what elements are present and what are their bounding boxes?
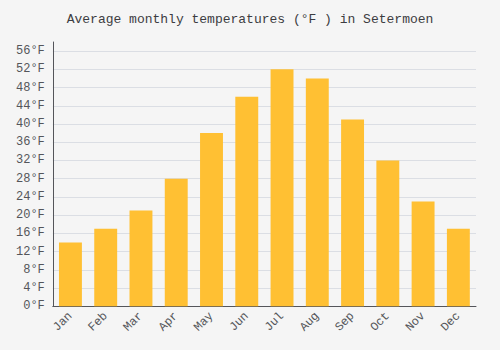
svg-text:Jun: Jun (227, 309, 252, 334)
svg-text:Dec: Dec (438, 309, 463, 334)
svg-text:56°F: 56°F (16, 44, 45, 58)
svg-text:48°F: 48°F (16, 81, 45, 95)
svg-text:Aug: Aug (297, 309, 322, 334)
svg-text:52°F: 52°F (16, 62, 45, 76)
svg-text:16°F: 16°F (16, 226, 45, 240)
svg-text:Mar: Mar (121, 309, 146, 334)
svg-text:8°F: 8°F (23, 263, 45, 277)
svg-text:Jul: Jul (262, 309, 287, 334)
svg-text:4°F: 4°F (23, 281, 45, 295)
svg-text:May: May (191, 309, 216, 334)
svg-text:12°F: 12°F (16, 245, 45, 259)
svg-text:32°F: 32°F (16, 153, 45, 167)
svg-text:36°F: 36°F (16, 135, 45, 149)
svg-text:Average monthly temperatures (: Average monthly temperatures (°F ) in Se… (67, 12, 434, 27)
svg-text:44°F: 44°F (16, 99, 45, 113)
svg-text:40°F: 40°F (16, 117, 45, 131)
svg-text:Feb: Feb (85, 309, 110, 334)
svg-text:Nov: Nov (403, 309, 428, 334)
svg-text:Sep: Sep (332, 309, 357, 334)
svg-text:28°F: 28°F (16, 172, 45, 186)
svg-text:0°F: 0°F (23, 299, 45, 313)
svg-text:20°F: 20°F (16, 208, 45, 222)
svg-text:24°F: 24°F (16, 190, 45, 204)
svg-text:Jan: Jan (50, 309, 75, 334)
svg-text:Apr: Apr (156, 309, 181, 334)
svg-text:Oct: Oct (368, 309, 393, 334)
